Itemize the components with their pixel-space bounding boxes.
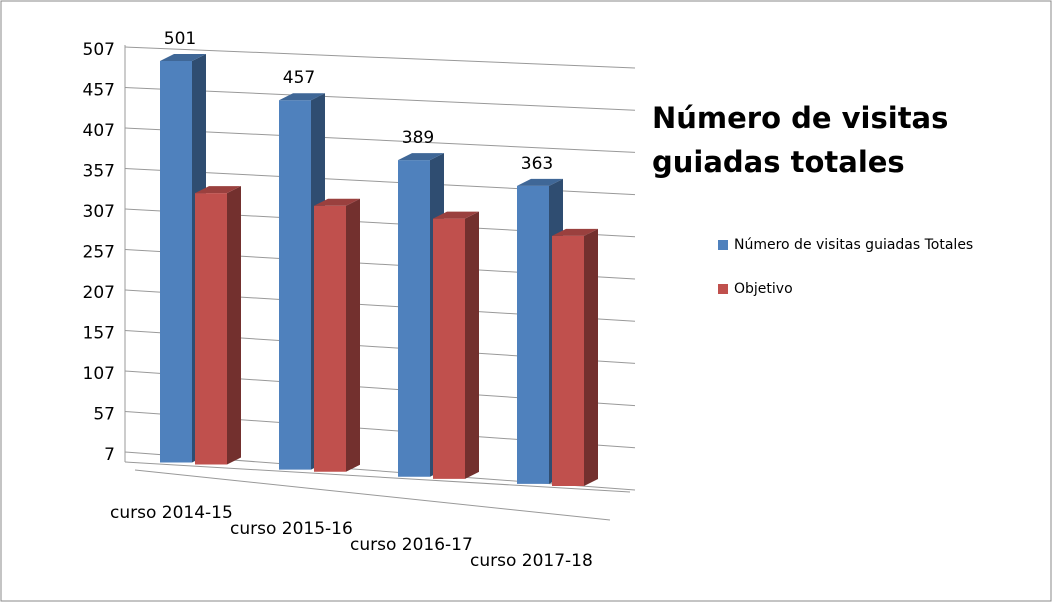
bar <box>552 228 598 486</box>
y-tick-label: 307 <box>83 202 115 222</box>
grid-line <box>124 46 636 69</box>
bar-face <box>160 60 192 463</box>
y-tick-label: 257 <box>83 243 115 263</box>
x-tick-label: curso 2017-18 <box>470 551 593 571</box>
grid-line <box>124 127 636 153</box>
legend-swatch <box>718 240 728 250</box>
bar-face <box>195 186 241 194</box>
bar <box>314 198 360 472</box>
chart-title: Número de visitas guiadas totales <box>652 101 949 179</box>
x-tick-label: curso 2014-15 <box>110 503 233 523</box>
bar-face <box>433 218 465 479</box>
bar-face <box>195 193 227 465</box>
y-tick-label: 57 <box>93 405 115 425</box>
bar-face <box>517 178 563 186</box>
bar-face <box>552 235 584 486</box>
data-label: 501 <box>164 29 196 49</box>
bar-face <box>346 198 360 472</box>
bar <box>433 211 479 479</box>
x-tick-label: curso 2015-16 <box>230 519 353 539</box>
data-label: 389 <box>402 128 434 148</box>
data-label: 363 <box>521 154 553 174</box>
bar-face <box>279 100 311 470</box>
bar-face <box>398 153 444 161</box>
y-tick-label: 157 <box>83 324 115 344</box>
y-tick-label: 407 <box>83 121 115 141</box>
x-tick-label: curso 2016-17 <box>350 535 473 555</box>
bar-face <box>465 211 479 479</box>
bar-face <box>314 205 346 472</box>
x-axis-front <box>134 469 611 521</box>
legend-swatch <box>718 284 728 294</box>
bar-face <box>314 198 360 206</box>
y-tick-label: 357 <box>83 162 115 182</box>
legend-label: Número de visitas guiadas Totales <box>734 237 973 253</box>
y-tick-label: 457 <box>83 81 115 101</box>
bar-face <box>517 185 549 484</box>
y-tick-label: 107 <box>83 364 115 384</box>
y-tick-label: 7 <box>104 445 115 465</box>
x-axis <box>124 461 631 493</box>
y-tick-label: 507 <box>83 40 115 60</box>
bar-face <box>160 53 206 61</box>
bar <box>195 186 241 465</box>
bar-face <box>584 228 598 486</box>
bar-face <box>279 93 325 101</box>
legend-label: Objetivo <box>734 281 793 297</box>
grid-line <box>124 87 636 111</box>
bar-face <box>227 186 241 465</box>
bar-face <box>552 228 598 236</box>
y-tick-label: 207 <box>83 283 115 303</box>
bar-face <box>398 160 430 477</box>
data-label: 457 <box>283 68 315 88</box>
bar-face <box>433 211 479 219</box>
